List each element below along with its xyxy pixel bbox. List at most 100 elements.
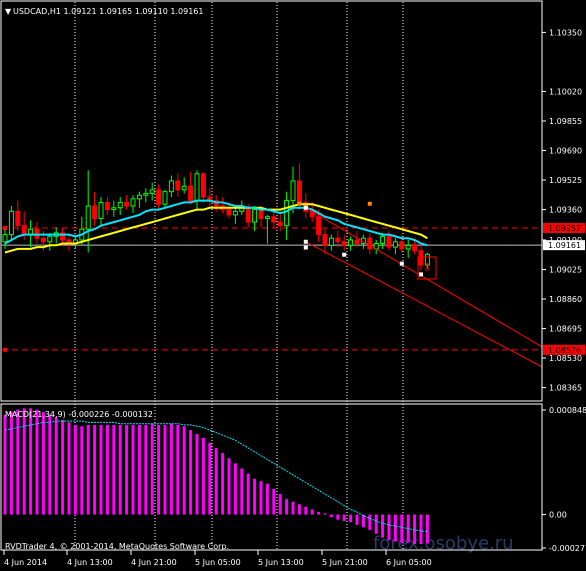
macd-bar <box>99 424 103 515</box>
macd-bar <box>169 423 173 515</box>
candle-body <box>252 209 258 223</box>
candle[interactable] <box>168 175 174 198</box>
candle[interactable] <box>277 211 283 232</box>
macd-bar <box>265 483 269 515</box>
candle-body <box>181 185 187 191</box>
price-tick-label: 1.10350 <box>549 28 582 37</box>
fractal-high <box>367 201 372 206</box>
candle[interactable] <box>8 205 14 240</box>
candle[interactable] <box>405 239 411 258</box>
macd-bar <box>73 424 77 515</box>
level-anchor[interactable] <box>3 347 7 352</box>
candle-body <box>322 234 328 246</box>
down-arrow-icon: ⇩ <box>422 261 431 274</box>
candle[interactable] <box>252 205 258 232</box>
candle[interactable] <box>92 191 98 226</box>
copyright-text: RVDTrader 4, © 2001-2014, MetaQuotes Sof… <box>5 542 229 551</box>
candle[interactable] <box>367 232 373 255</box>
candle[interactable] <box>98 197 104 226</box>
price-tick-label: 1.08695 <box>549 325 582 334</box>
candle[interactable] <box>104 197 110 215</box>
candle[interactable] <box>348 236 354 251</box>
candle[interactable] <box>264 214 270 244</box>
macd-tick-label: 0.000848 <box>549 406 586 415</box>
candle[interactable] <box>232 205 238 224</box>
sell-signal-marker[interactable]: ⇩ <box>417 256 437 280</box>
macd-bar <box>35 409 39 515</box>
candle[interactable] <box>149 182 155 201</box>
macd-bar <box>112 424 116 515</box>
macd-bar <box>3 414 7 515</box>
macd-bar <box>9 412 13 515</box>
channel-anchor[interactable] <box>303 205 308 210</box>
level-anchor[interactable] <box>3 225 7 230</box>
triangle-down-icon[interactable]: ▼ <box>5 7 12 16</box>
price-tick-label: 1.10020 <box>549 87 582 96</box>
candle-body <box>21 225 27 236</box>
macd-bar <box>118 424 122 515</box>
macd-bar <box>61 419 65 515</box>
ma-fast-line <box>4 199 428 247</box>
candle[interactable] <box>117 197 123 215</box>
macd-bar <box>131 424 135 515</box>
candle[interactable] <box>124 195 130 210</box>
chart-header-label: USDCAD,H1 1.09121 1.09165 1.09110 1.0916… <box>13 7 203 16</box>
channel-line-lower[interactable] <box>305 241 543 368</box>
channel-anchor[interactable] <box>303 239 308 244</box>
candle[interactable] <box>143 188 149 203</box>
macd-bar <box>368 514 372 530</box>
candle[interactable] <box>335 231 341 248</box>
candle-body <box>296 180 302 203</box>
candle[interactable] <box>322 227 328 255</box>
candle[interactable] <box>15 200 21 232</box>
candle-body <box>380 235 386 245</box>
candle-body <box>348 239 354 246</box>
candle[interactable] <box>424 252 430 269</box>
candle[interactable] <box>111 200 117 217</box>
macd-bar <box>272 488 276 515</box>
candle[interactable] <box>47 232 53 251</box>
candle[interactable] <box>271 209 277 228</box>
candle[interactable] <box>85 170 91 253</box>
macd-bar <box>105 424 109 515</box>
macd-bar <box>144 424 148 515</box>
candle[interactable] <box>284 191 290 240</box>
macd-axis: 0.000848 0.00 -0.000277 <box>542 406 586 553</box>
macd-bar <box>393 514 397 542</box>
macd-bar <box>221 453 225 515</box>
candle[interactable] <box>2 229 8 249</box>
candle[interactable] <box>175 173 181 198</box>
candle[interactable] <box>200 171 206 203</box>
candle-body <box>168 180 174 193</box>
price-tick-label: 1.09360 <box>549 206 582 215</box>
trend-channel[interactable] <box>303 205 543 368</box>
price-tick-label: 1.09025 <box>549 265 582 274</box>
candle[interactable] <box>341 234 347 251</box>
macd-bar <box>278 494 282 515</box>
candle[interactable] <box>136 191 142 208</box>
price-tick-label: 1.09855 <box>549 117 582 126</box>
candle[interactable] <box>354 231 360 248</box>
candle[interactable] <box>156 184 162 210</box>
candle[interactable] <box>162 189 168 208</box>
macd-bar <box>54 417 58 515</box>
candle-body <box>175 180 181 191</box>
macd-signal-line <box>4 420 428 532</box>
candle[interactable] <box>130 195 136 214</box>
time-axis: 4 Jun 2014 4 Jun 13:00 4 Jun 21:00 5 Jun 05… <box>3 550 432 567</box>
candle-body <box>328 237 334 246</box>
macd-bar <box>16 409 20 515</box>
candle-body <box>104 201 110 211</box>
macd-bar <box>355 514 359 525</box>
candle-body <box>162 191 168 205</box>
macd-label: MACD(21,34,9) -0.000226 -0.000132 <box>5 410 153 419</box>
candle[interactable] <box>328 234 334 251</box>
candle[interactable] <box>392 238 398 255</box>
macd-tick-label: -0.000277 <box>549 544 586 553</box>
candle[interactable] <box>60 227 66 246</box>
candle[interactable] <box>181 177 187 194</box>
channel-line-upper[interactable] <box>305 207 543 348</box>
candle[interactable] <box>188 171 194 205</box>
fractal-low <box>399 261 404 266</box>
